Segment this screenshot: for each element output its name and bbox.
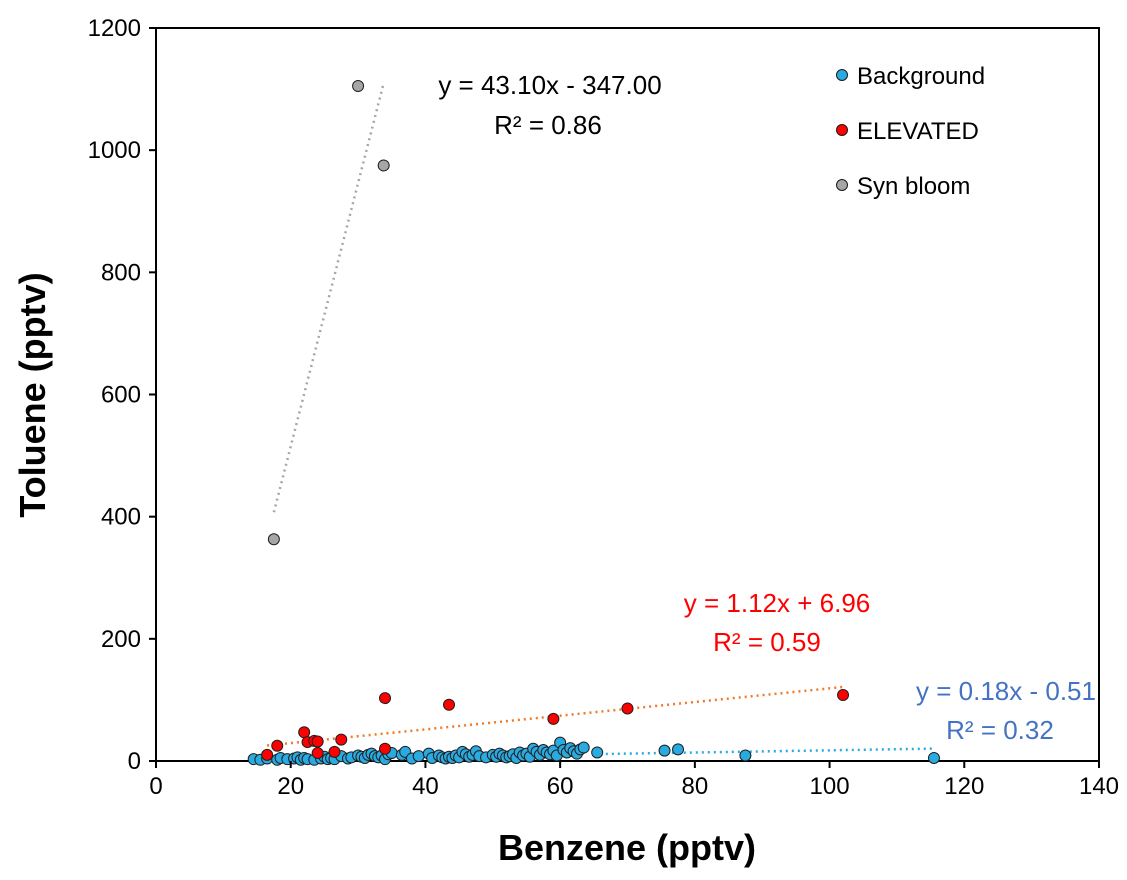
point-elevated <box>837 689 850 702</box>
x-tick-label: 40 <box>412 773 439 800</box>
point-background <box>577 741 590 754</box>
y-tick-label: 800 <box>101 259 141 286</box>
x-tick-label: 140 <box>1079 773 1119 800</box>
data-points <box>247 80 940 766</box>
point-elevated <box>261 748 274 761</box>
point-elevated <box>271 739 284 752</box>
point-syn-bloom <box>352 80 365 93</box>
x-tick-label: 60 <box>547 773 574 800</box>
trend-r2-syn-bloom: R² = 0.86 <box>494 110 602 140</box>
x-tick-label: 0 <box>149 773 162 800</box>
legend-marker-background <box>836 69 848 81</box>
point-background <box>672 743 685 756</box>
point-elevated <box>621 702 634 715</box>
trendline-syn-bloom <box>272 82 385 513</box>
trend-annotations: y = 43.10x - 347.00 R² = 0.86 y = 1.12x … <box>438 70 1096 745</box>
y-tick-label: 200 <box>101 626 141 653</box>
point-elevated <box>379 692 392 705</box>
point-elevated <box>335 733 348 746</box>
point-elevated <box>443 698 456 711</box>
point-background <box>739 749 752 762</box>
legend-label-syn-bloom: Syn bloom <box>857 173 970 200</box>
point-elevated <box>547 712 560 725</box>
y-tick-label: 0 <box>128 748 141 775</box>
trend-equation-syn-bloom: y = 43.10x - 347.00 <box>438 70 661 100</box>
x-tick-label: 80 <box>682 773 709 800</box>
legend-label-background: Background <box>857 63 985 90</box>
point-background <box>927 751 940 764</box>
legend-marker-syn-bloom <box>836 179 848 191</box>
point-background <box>658 744 671 757</box>
point-syn-bloom <box>267 533 280 546</box>
trend-equation-background: y = 0.18x - 0.51 <box>916 676 1096 706</box>
point-elevated <box>328 745 341 758</box>
trendline-background <box>593 747 934 756</box>
legend-label-elevated: ELEVATED <box>857 118 979 145</box>
y-tick-label: 600 <box>101 382 141 409</box>
plot-area <box>155 27 1100 762</box>
trend-r2-background: R² = 0.32 <box>946 715 1054 745</box>
legend-marker-elevated <box>836 124 848 136</box>
point-elevated <box>311 747 324 760</box>
x-tick-label: 120 <box>944 773 984 800</box>
y-tick-label: 1000 <box>88 137 141 164</box>
point-background <box>591 746 604 759</box>
point-elevated <box>379 742 392 755</box>
x-tick-label: 20 <box>277 773 304 800</box>
trend-equation-elevated: y = 1.12x + 6.96 <box>684 588 870 618</box>
axis-ticks: 0 20 40 60 80 100 120 140 0 200 400 600 800 1000 1200 <box>88 15 1119 800</box>
legend: Background ELEVATED Syn bloom <box>836 63 985 200</box>
trend-r2-elevated: R² = 0.59 <box>713 627 821 657</box>
y-axis-title: Toluene (pptv) <box>12 272 53 517</box>
x-tick-label: 100 <box>810 773 850 800</box>
point-syn-bloom <box>377 159 390 172</box>
y-tick-label: 1200 <box>88 15 141 42</box>
y-tick-label: 400 <box>101 504 141 531</box>
point-background <box>412 750 425 763</box>
x-axis-title: Benzene (pptv) <box>498 827 756 868</box>
point-elevated <box>311 735 324 748</box>
